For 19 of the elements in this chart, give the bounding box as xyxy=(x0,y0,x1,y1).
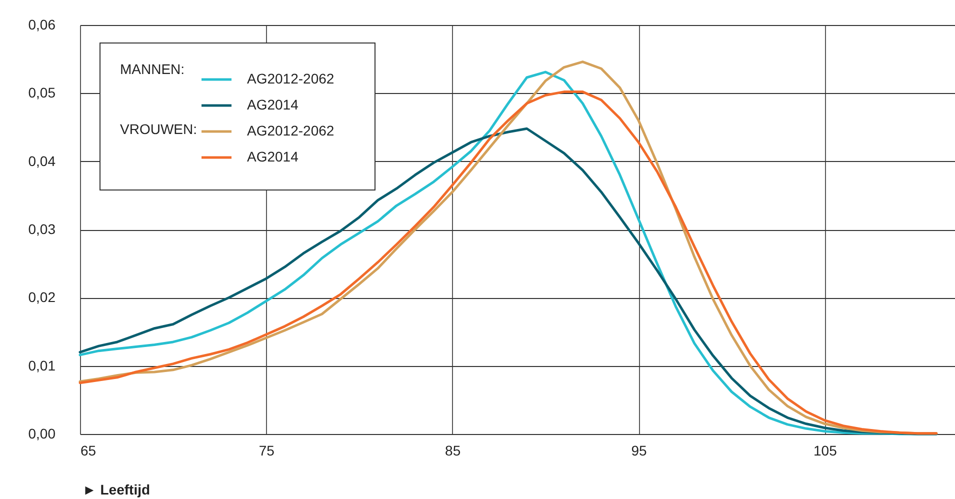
y-tick-label: 0,03 xyxy=(28,221,56,237)
y-tick-label: 0,01 xyxy=(28,357,56,374)
x-tick-label: 75 xyxy=(258,442,275,458)
annotation: VROUWEN: xyxy=(120,121,197,137)
legend-label: AG2014 xyxy=(247,96,299,112)
x-tick-label: 85 xyxy=(445,442,461,458)
x-tick-label: 95 xyxy=(631,442,648,458)
y-tick-label: 0,06 xyxy=(28,16,56,32)
y-tick-label: 0,02 xyxy=(28,289,56,306)
y-tick-label: 0,04 xyxy=(28,152,56,169)
legend-label: AG2012-2062 xyxy=(247,70,334,86)
y-tick-label: 0,00 xyxy=(28,426,56,442)
x-tick-label: 105 xyxy=(814,442,838,458)
annotation: MANNEN: xyxy=(120,61,185,77)
legend-label: AG2012-2062 xyxy=(247,122,334,138)
legend-label: AG2014 xyxy=(247,148,299,164)
y-tick-label: 0,05 xyxy=(28,84,56,101)
x-axis-title: ► Leeftijd xyxy=(82,482,150,498)
x-tick-label: 65 xyxy=(80,442,96,458)
